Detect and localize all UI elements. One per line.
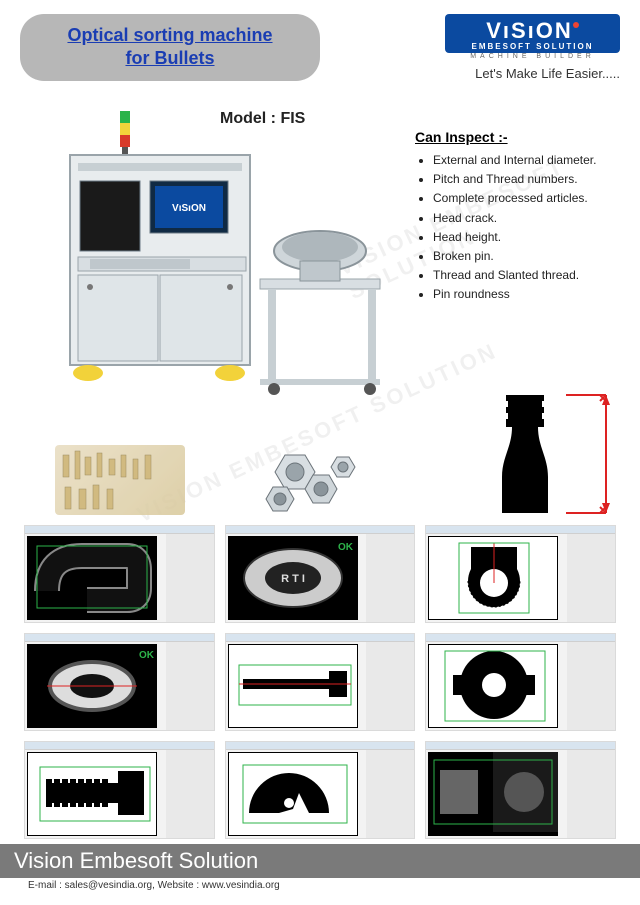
- logo-dot-icon: [573, 22, 579, 28]
- screenshot-cell: [24, 525, 215, 623]
- logo-sub: EMBESOFT SOLUTION: [455, 42, 610, 51]
- svg-text:OK: OK: [139, 650, 155, 661]
- title-line2: for Bullets: [44, 47, 296, 70]
- screenshot-cell: [425, 633, 616, 731]
- footer-company: Vision Embesoft Solution: [0, 844, 640, 878]
- logo-text: VıSıON: [486, 18, 573, 43]
- hex-nuts-image: [255, 445, 365, 515]
- svg-text:VıSıON: VıSıON: [172, 203, 206, 214]
- screenshot-cell: [225, 741, 416, 839]
- footer-contact: E-mail : sales@vesindia.org, Website : w…: [0, 878, 640, 893]
- screw-silhouette-diagram: [456, 387, 616, 517]
- logo: VıSıON EMBESOFT SOLUTION MACHINE BUILDER…: [445, 14, 620, 81]
- inspect-item: Pitch and Thread numbers.: [433, 170, 620, 189]
- screenshot-cell: OK: [24, 633, 215, 731]
- screenshot-cell: R T I OK: [225, 525, 416, 623]
- inspect-item: Complete processed articles.: [433, 189, 620, 208]
- main-row: VıSıON Can Inspe: [0, 111, 640, 421]
- mid-row: [0, 421, 640, 511]
- screenshot-grid: R T I OK OK: [0, 511, 640, 839]
- inspect-list: External and Internal diameter. Pitch an…: [415, 151, 620, 305]
- screenshot-cell: [225, 633, 416, 731]
- svg-text:R T I: R T I: [281, 573, 305, 585]
- machine-illustration: VıSıON: [30, 111, 400, 411]
- inspect-item: External and Internal diameter.: [433, 151, 620, 170]
- footer: Vision Embesoft Solution E-mail : sales@…: [0, 844, 640, 893]
- header: Optical sorting machine for Bullets VıSı…: [0, 0, 640, 81]
- tagline: Let's Make Life Easier.....: [445, 66, 620, 81]
- title-pill: Optical sorting machine for Bullets: [20, 14, 320, 81]
- screenshot-cell: [425, 741, 616, 839]
- screenshot-cell: [425, 525, 616, 623]
- logo-badge: VıSıON EMBESOFT SOLUTION: [445, 14, 620, 53]
- inspect-item: Pin roundness: [433, 285, 620, 304]
- svg-text:OK: OK: [338, 542, 354, 553]
- screenshot-cell: [24, 741, 215, 839]
- inspect-item: Head height.: [433, 228, 620, 247]
- inspect-item: Thread and Slanted thread.: [433, 266, 620, 285]
- inspect-heading: Can Inspect :-: [415, 129, 620, 145]
- inspect-item: Broken pin.: [433, 247, 620, 266]
- brass-parts-image: [55, 445, 185, 515]
- inspect-item: Head crack.: [433, 209, 620, 228]
- inspect-panel: Can Inspect :- External and Internal dia…: [415, 129, 620, 305]
- logo-sub2: MACHINE BUILDER: [445, 53, 620, 60]
- title-line1: Optical sorting machine: [44, 24, 296, 47]
